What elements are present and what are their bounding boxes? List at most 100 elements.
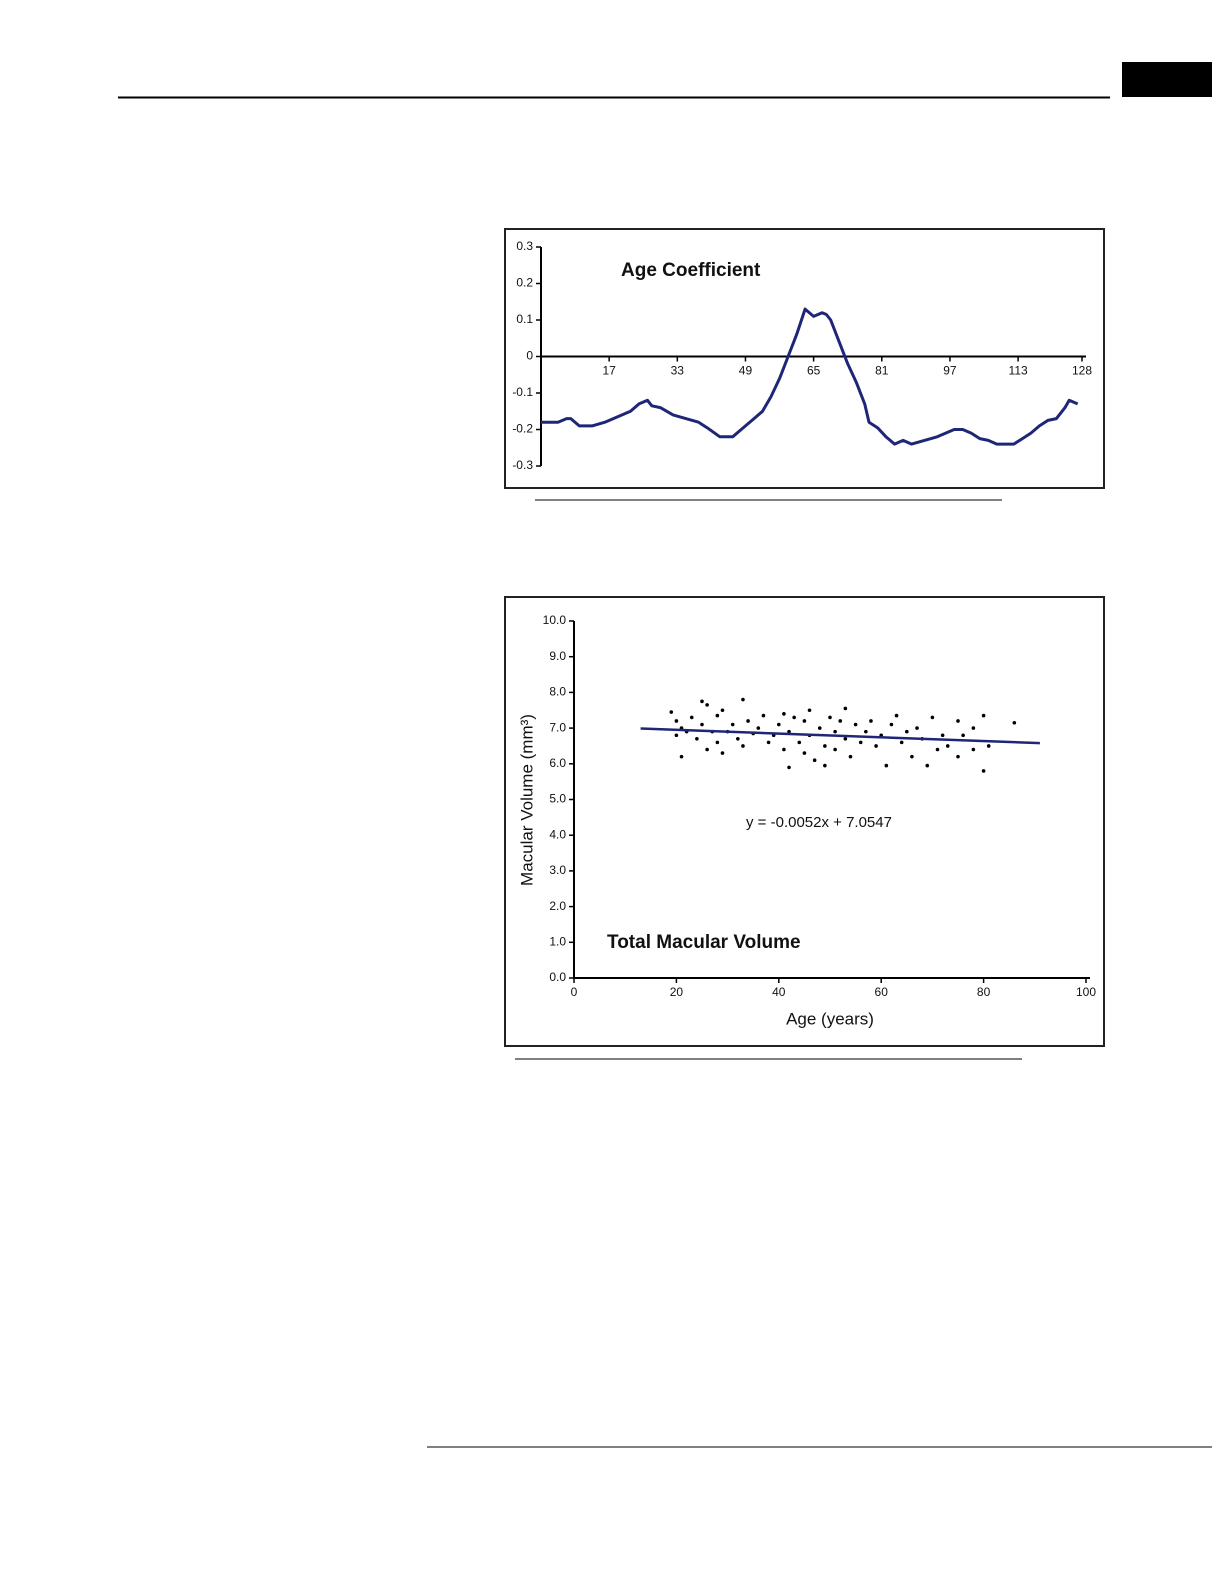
data-point xyxy=(746,719,750,723)
data-point xyxy=(956,754,960,759)
data-point xyxy=(971,726,976,730)
data-point xyxy=(720,708,725,713)
data-point xyxy=(802,751,807,755)
y-tick-label: 4.0 xyxy=(549,827,566,841)
data-point xyxy=(889,722,894,727)
data-point xyxy=(782,712,786,716)
y-tick-label: 6.0 xyxy=(549,756,566,770)
data-point xyxy=(705,747,709,752)
x-tick-label: 113 xyxy=(1009,364,1028,378)
data-point xyxy=(700,722,704,727)
x-tick-label: 81 xyxy=(875,364,889,378)
data-point xyxy=(797,740,802,745)
x-axis-label: Age (years) xyxy=(786,1009,874,1028)
y-tick-label: 8.0 xyxy=(549,685,566,699)
data-point xyxy=(864,729,868,734)
data-point xyxy=(766,740,771,745)
x-tick-label: 40 xyxy=(772,985,786,999)
data-point xyxy=(961,733,965,738)
data-point xyxy=(715,740,720,745)
x-tick-label: 80 xyxy=(977,985,991,999)
data-point xyxy=(807,708,812,713)
header-tab xyxy=(1122,62,1212,97)
y-tick-label: 2.0 xyxy=(549,899,566,913)
x-tick-label: 17 xyxy=(602,364,616,378)
data-point xyxy=(858,740,863,745)
trend-line xyxy=(640,727,1040,745)
data-point xyxy=(838,719,843,723)
data-point xyxy=(674,733,679,738)
y-tick-label: 0.3 xyxy=(516,239,533,253)
x-tick-label: 65 xyxy=(807,364,821,378)
data-point xyxy=(915,726,919,730)
data-point xyxy=(689,715,694,720)
data-point xyxy=(986,744,991,748)
y-tick-label: -0.2 xyxy=(512,422,533,436)
data-point xyxy=(940,733,945,738)
data-point xyxy=(782,747,786,752)
y-tick-label: 9.0 xyxy=(549,649,566,663)
data-point xyxy=(874,744,878,748)
data-point xyxy=(843,737,848,741)
data-point xyxy=(720,751,725,755)
data-point xyxy=(884,763,889,768)
x-tick-label: 33 xyxy=(671,364,685,378)
data-point xyxy=(935,747,940,752)
x-tick-label: 20 xyxy=(670,985,684,999)
data-point xyxy=(695,737,699,741)
data-point xyxy=(802,719,807,723)
data-point xyxy=(894,713,899,718)
data-point xyxy=(833,747,837,752)
x-tick-label: 128 xyxy=(1072,364,1092,378)
data-point xyxy=(853,722,858,727)
x-tick-label: 97 xyxy=(943,364,957,378)
y-tick-label: 10.0 xyxy=(543,613,567,627)
equation-annotation: y = -0.0052x + 7.0547 xyxy=(746,814,892,831)
data-point xyxy=(817,726,822,730)
data-point xyxy=(679,754,684,759)
data-point xyxy=(761,713,766,718)
y-tick-label: 5.0 xyxy=(549,792,566,806)
data-point xyxy=(910,754,914,759)
data-point xyxy=(741,744,745,748)
data-point xyxy=(930,715,935,720)
chart-frame xyxy=(504,228,1105,489)
y-tick-label: -0.3 xyxy=(512,458,533,472)
y-tick-label: 0.1 xyxy=(516,312,533,326)
y-tick-label: -0.1 xyxy=(512,385,533,399)
data-point xyxy=(792,715,796,720)
data-point xyxy=(669,710,674,714)
chart-title: Age Coefficient xyxy=(621,260,761,281)
y-tick-label: 3.0 xyxy=(549,863,566,877)
data-point xyxy=(971,747,976,752)
data-point xyxy=(700,699,704,704)
data-point xyxy=(905,729,909,734)
data-point xyxy=(828,715,832,720)
data-point xyxy=(756,726,761,730)
data-point xyxy=(787,765,791,770)
x-tick-label: 0 xyxy=(571,985,578,999)
x-tick-label: 49 xyxy=(739,364,753,378)
y-tick-label: 0.0 xyxy=(549,970,566,984)
data-point xyxy=(833,729,837,734)
x-tick-label: 100 xyxy=(1076,985,1096,999)
data-point xyxy=(705,703,709,707)
y-tick-label: 7.0 xyxy=(549,720,566,734)
data-point xyxy=(869,719,873,723)
data-point xyxy=(1012,720,1017,725)
data-point xyxy=(899,740,904,745)
data-point xyxy=(981,769,986,773)
y-tick-label: 1.0 xyxy=(549,934,566,948)
data-point xyxy=(741,697,745,702)
data-point xyxy=(787,729,791,734)
data-point xyxy=(823,763,827,768)
data-point xyxy=(848,754,853,759)
data-line xyxy=(541,307,1079,446)
data-point xyxy=(843,706,848,711)
data-point xyxy=(945,744,950,748)
data-point xyxy=(777,722,781,727)
data-point xyxy=(674,719,679,723)
data-point xyxy=(736,737,740,741)
data-point xyxy=(730,722,735,727)
